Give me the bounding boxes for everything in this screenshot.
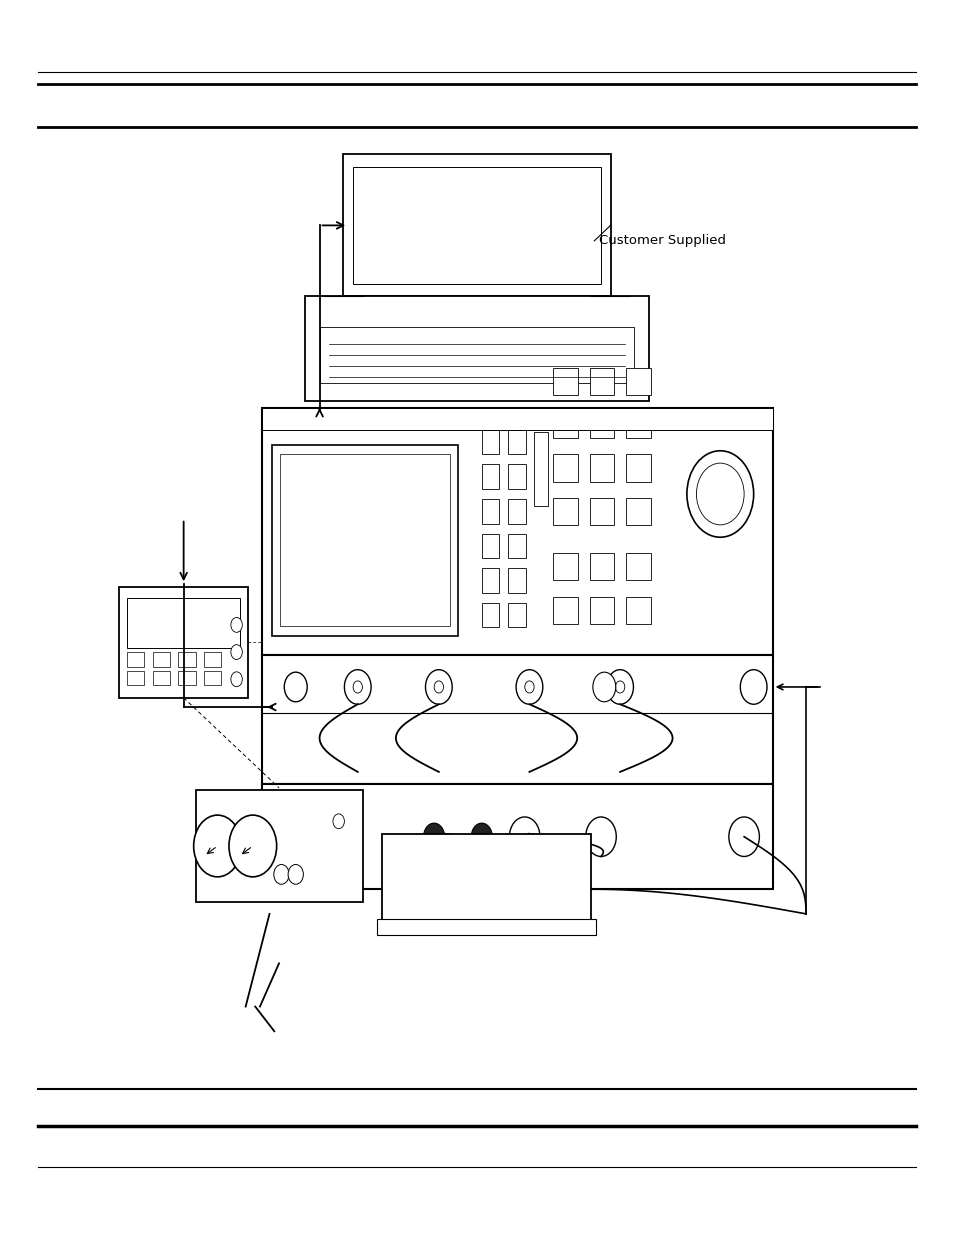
Bar bbox=[262, 408, 772, 430]
Bar bbox=[343, 154, 610, 296]
Bar bbox=[553, 411, 578, 438]
Circle shape bbox=[592, 672, 615, 701]
Bar bbox=[589, 597, 614, 624]
Bar bbox=[381, 834, 591, 920]
Bar bbox=[589, 498, 614, 525]
Bar bbox=[262, 784, 772, 889]
Bar bbox=[508, 464, 525, 489]
Bar bbox=[262, 655, 772, 784]
Circle shape bbox=[524, 680, 534, 693]
Bar bbox=[127, 671, 144, 685]
Bar bbox=[353, 167, 600, 284]
Circle shape bbox=[696, 463, 743, 525]
Bar bbox=[127, 598, 240, 648]
Bar bbox=[508, 568, 525, 593]
Circle shape bbox=[274, 864, 289, 884]
Circle shape bbox=[471, 824, 492, 850]
Bar bbox=[272, 445, 457, 636]
Bar bbox=[305, 296, 648, 401]
Bar bbox=[195, 790, 362, 902]
Circle shape bbox=[333, 814, 344, 829]
Bar bbox=[178, 671, 195, 685]
Bar bbox=[625, 553, 650, 580]
Bar bbox=[553, 597, 578, 624]
Circle shape bbox=[284, 672, 307, 701]
Circle shape bbox=[516, 669, 542, 704]
Bar bbox=[127, 652, 144, 667]
Bar bbox=[481, 534, 498, 558]
Bar bbox=[152, 671, 170, 685]
Bar bbox=[553, 498, 578, 525]
Bar bbox=[119, 587, 248, 698]
Bar bbox=[508, 499, 525, 524]
Bar bbox=[508, 534, 525, 558]
Circle shape bbox=[353, 680, 362, 693]
Bar bbox=[376, 919, 596, 935]
Circle shape bbox=[585, 818, 616, 857]
Bar bbox=[553, 454, 578, 482]
Bar bbox=[625, 597, 650, 624]
Bar bbox=[589, 553, 614, 580]
Circle shape bbox=[434, 680, 443, 693]
Bar bbox=[178, 652, 195, 667]
Bar bbox=[508, 430, 525, 454]
Bar bbox=[319, 327, 634, 383]
Circle shape bbox=[193, 815, 241, 877]
Bar bbox=[481, 568, 498, 593]
Bar bbox=[553, 414, 658, 426]
Bar bbox=[625, 498, 650, 525]
Bar bbox=[204, 671, 221, 685]
Bar bbox=[481, 464, 498, 489]
Bar bbox=[589, 368, 614, 395]
Circle shape bbox=[229, 815, 276, 877]
Bar bbox=[481, 499, 498, 524]
Circle shape bbox=[423, 824, 444, 850]
Text: Customer Supplied: Customer Supplied bbox=[598, 235, 725, 247]
Circle shape bbox=[231, 645, 242, 659]
Bar bbox=[272, 845, 295, 867]
Bar bbox=[589, 411, 614, 438]
Bar bbox=[625, 368, 650, 395]
Bar bbox=[204, 652, 221, 667]
Circle shape bbox=[344, 669, 371, 704]
Circle shape bbox=[728, 818, 759, 857]
Bar bbox=[279, 454, 450, 626]
Circle shape bbox=[606, 669, 633, 704]
Bar bbox=[625, 411, 650, 438]
Bar bbox=[589, 454, 614, 482]
Circle shape bbox=[740, 669, 766, 704]
Bar bbox=[534, 432, 547, 506]
Bar bbox=[553, 368, 578, 395]
Bar bbox=[481, 430, 498, 454]
Bar bbox=[508, 603, 525, 627]
Circle shape bbox=[231, 672, 242, 687]
Bar bbox=[553, 553, 578, 580]
Circle shape bbox=[509, 818, 539, 857]
Bar bbox=[481, 603, 498, 627]
Bar bbox=[152, 652, 170, 667]
Circle shape bbox=[425, 669, 452, 704]
Circle shape bbox=[615, 680, 624, 693]
Circle shape bbox=[288, 864, 303, 884]
Circle shape bbox=[231, 618, 242, 632]
Bar bbox=[262, 408, 772, 655]
Circle shape bbox=[686, 451, 753, 537]
Bar bbox=[625, 454, 650, 482]
